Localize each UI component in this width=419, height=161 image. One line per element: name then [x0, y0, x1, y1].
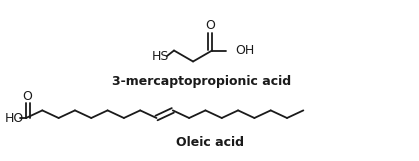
Text: O: O [23, 90, 32, 103]
Text: OH: OH [235, 44, 254, 57]
Text: O: O [205, 19, 215, 32]
Text: 3-mercaptopropionic acid: 3-mercaptopropionic acid [112, 75, 292, 87]
Text: HO: HO [4, 112, 23, 124]
Text: Oleic acid: Oleic acid [176, 137, 244, 150]
Text: HS: HS [151, 49, 169, 62]
